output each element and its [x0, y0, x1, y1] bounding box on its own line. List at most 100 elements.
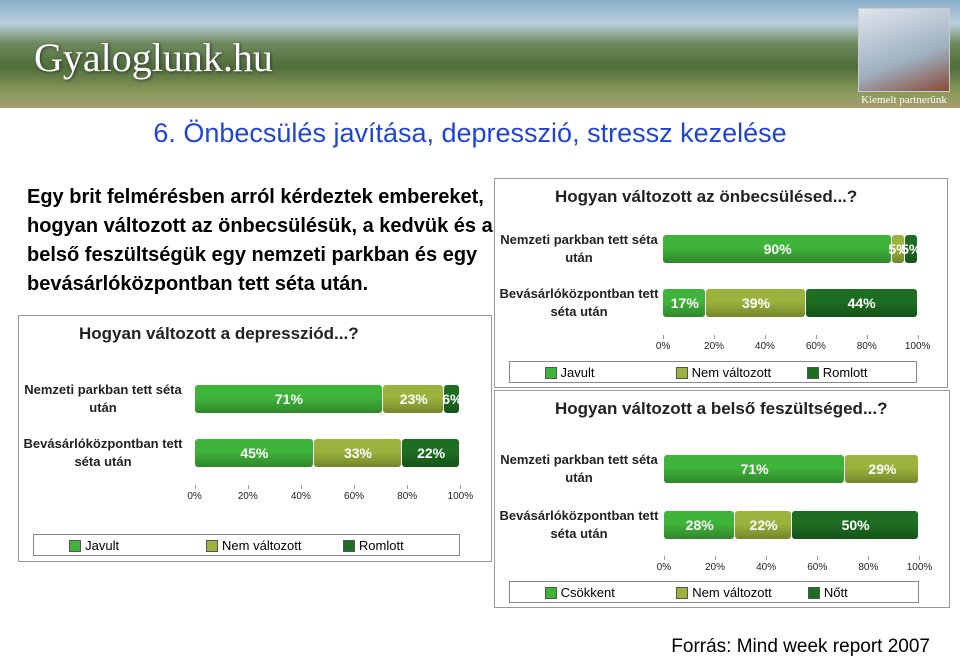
bar-segment [383, 385, 444, 413]
value-label: 17% [670, 295, 699, 311]
legend-label: Csökkent [560, 585, 615, 600]
tick-mark [817, 556, 819, 560]
x-tick-label: 60% [805, 341, 826, 352]
value-label: 71% [740, 461, 769, 477]
value-label: 50% [841, 517, 870, 533]
bar-segment [314, 439, 401, 467]
banner: Gyaloglunk.hu Kiemelt partnerünk [0, 0, 960, 108]
tick-mark [194, 485, 196, 489]
tick-mark [300, 485, 302, 489]
legend: Javult Nem változott Romlott [33, 534, 460, 556]
legend-swatch [206, 540, 219, 552]
chart: Hogyan változott a belső feszültséged...… [494, 390, 950, 608]
x-tick-label: 40% [290, 491, 311, 502]
x-tick-label: 0% [656, 562, 672, 573]
legend-label: Nem változott [692, 585, 772, 600]
tick-mark [919, 556, 921, 560]
legend-swatch [806, 367, 819, 379]
chart: Hogyan változott a depressziód...? Nemzet… [18, 315, 492, 562]
partner-image[interactable] [858, 8, 950, 92]
x-tick-label: 100% [447, 491, 474, 502]
bar-segment [663, 455, 845, 483]
bar-segment [663, 235, 892, 263]
bar-segment [845, 455, 919, 483]
x-tick-label: 40% [756, 562, 777, 573]
legend-swatch [69, 540, 82, 552]
chart-title: Hogyan változott a depressziód...? [79, 324, 359, 343]
value-label: 28% [685, 517, 714, 533]
legend-swatch [676, 587, 689, 599]
legend-swatch [544, 367, 557, 379]
bar-segment [444, 385, 460, 413]
value-label: 45% [240, 445, 269, 461]
tick-mark [714, 335, 716, 339]
value-label: 90% [763, 241, 792, 257]
tick-mark [247, 485, 249, 489]
legend-swatch [544, 587, 557, 599]
x-tick-label: 80% [856, 341, 877, 352]
value-label: 33% [343, 445, 373, 461]
bar-segment [401, 439, 460, 467]
x-tick-label: 100% [904, 341, 931, 352]
bar-segment [904, 235, 917, 263]
legend-label: Romlott [358, 538, 404, 553]
tick-mark [407, 485, 409, 489]
tick-mark [766, 556, 768, 560]
bar-segment [706, 289, 805, 317]
x-tick-label: 60% [807, 562, 828, 573]
x-tick-label: 80% [397, 491, 418, 502]
chart-title: Hogyan változott a belső feszültséged...… [555, 399, 888, 418]
x-tick-label: 0% [187, 491, 202, 502]
legend-swatch [342, 540, 355, 552]
bar-segment [194, 439, 314, 467]
x-tick-label: 20% [704, 562, 726, 573]
x-tick-label: 0% [655, 341, 671, 352]
legend-label: Romlott [822, 365, 868, 380]
chart: Hogyan változott az önbecsülésed...? Nemz… [494, 178, 948, 388]
legend-label: Javult [85, 538, 120, 553]
category-label: Nemzeti parkban tett séta után [500, 232, 658, 265]
legend-label: Nem változott [691, 365, 772, 380]
legend-label: Nem változott [222, 538, 302, 553]
bar-segment [805, 289, 917, 317]
value-label: 39% [742, 295, 771, 311]
value-label: 5% [888, 241, 909, 257]
value-label: 71% [274, 391, 303, 407]
tick-mark [715, 556, 716, 560]
category-label: Nemzeti parkban tett séta után [24, 382, 182, 415]
legend-swatch [675, 367, 688, 379]
tick-mark [866, 335, 868, 339]
intro-text: Egy brit felmérésben arról kérdeztek emb… [27, 186, 493, 295]
bar-segment [663, 289, 706, 317]
x-tick-label: 60% [344, 491, 365, 502]
value-label: 44% [847, 295, 876, 311]
value-label: 5% [901, 241, 922, 257]
bar-segment [663, 511, 735, 539]
partner-label[interactable]: Kiemelt partnerünk [861, 94, 947, 106]
x-tick-label: 40% [754, 341, 775, 352]
category-label: Bevásárlóközpontban tett séta után [499, 286, 659, 319]
legend: Csökkent Nem változott Nőtt [508, 581, 920, 603]
x-tick-label: 20% [704, 341, 725, 352]
tick-mark [917, 335, 919, 339]
value-label: 22% [417, 445, 446, 461]
value-label: 0% [919, 461, 940, 477]
value-label: 23% [399, 391, 428, 407]
bar-segment [735, 511, 791, 539]
value-label: 22% [749, 517, 778, 533]
chart-title: Hogyan változott az önbecsülésed...? [555, 187, 858, 206]
tick-mark [868, 556, 870, 560]
bar-segment [791, 511, 919, 539]
legend-label: Javult [560, 365, 595, 380]
bar-segment [892, 235, 904, 263]
legend-swatch [807, 587, 820, 599]
category-label: Nemzeti parkban tett séta után [500, 452, 658, 485]
tick-mark [354, 485, 356, 489]
legend: Javult Nem változott Romlott [508, 361, 918, 383]
tick-mark [663, 335, 665, 339]
legend-label: Nőtt [823, 585, 848, 600]
tick-mark [815, 335, 817, 339]
x-tick-label: 100% [906, 562, 933, 573]
x-tick-label: 20% [237, 491, 258, 502]
